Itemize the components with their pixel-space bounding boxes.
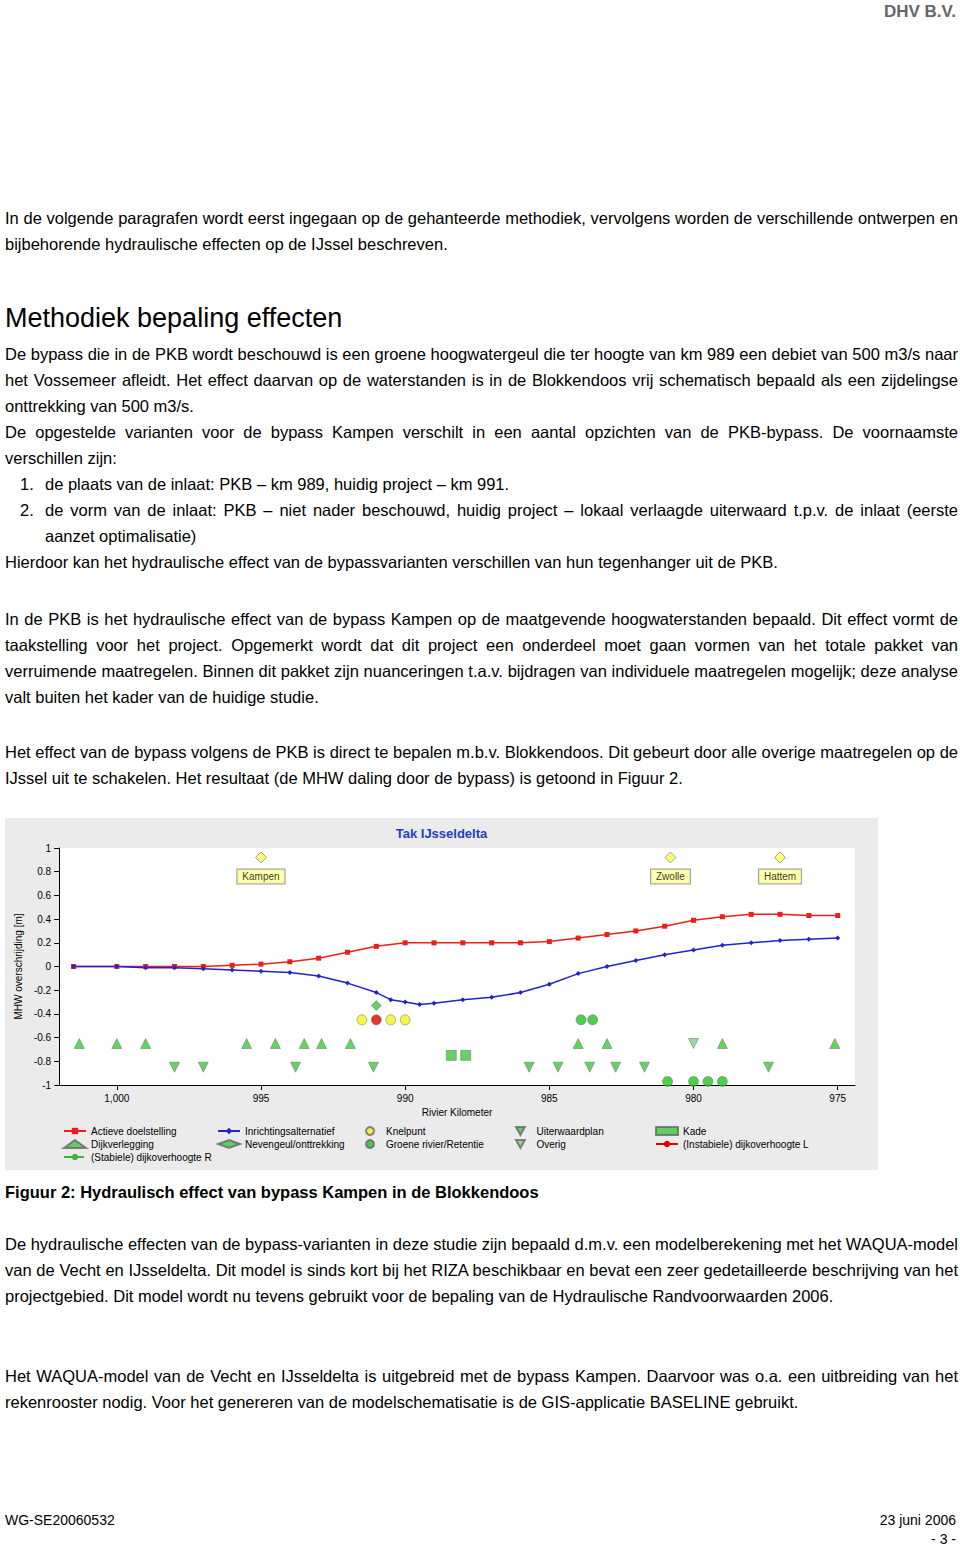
html-text:2.: 2.: [20, 501, 34, 519]
svg-text:Actieve doelstelling: Actieve doelstelling: [91, 1126, 177, 1137]
svg-text:0.6: 0.6: [37, 890, 51, 901]
svg-text:Inrichtingsalternatief: Inrichtingsalternatief: [245, 1126, 335, 1137]
svg-text:Overig: Overig: [536, 1139, 565, 1150]
svg-text:Kampen: Kampen: [242, 871, 279, 882]
svg-text:Groene rivier/Retentie: Groene rivier/Retentie: [386, 1139, 484, 1150]
svg-text:Uiterwaardplan: Uiterwaardplan: [536, 1126, 603, 1137]
html-text:Hierdoor kan het hydraulische: Hierdoor kan het hydraulische effect van…: [5, 553, 778, 571]
html-text:1.: 1.: [20, 475, 34, 493]
html-text:De hydraulische effecten van d: De hydraulische effecten van de bypass-v…: [5, 1235, 958, 1305]
svg-text:0: 0: [46, 961, 52, 972]
svg-text:1,000: 1,000: [104, 1093, 129, 1104]
svg-text:985: 985: [541, 1093, 558, 1104]
svg-text:Hattem: Hattem: [764, 871, 796, 882]
svg-text:0.8: 0.8: [37, 866, 51, 877]
svg-text:-0.8: -0.8: [34, 1056, 52, 1067]
svg-text:1: 1: [46, 843, 52, 854]
svg-text:Rivier Kilometer: Rivier Kilometer: [422, 1107, 493, 1118]
svg-text:(Stabiele) dijkoverhoogte R: (Stabiele) dijkoverhoogte R: [91, 1152, 212, 1163]
svg-text:995: 995: [253, 1093, 270, 1104]
html-text:de vorm van de inlaat: PKB – n: de vorm van de inlaat: PKB – niet nader …: [45, 501, 958, 545]
html-text:- 3 -: - 3 -: [931, 1531, 956, 1547]
html-text:23 juni 2006: 23 juni 2006: [879, 1512, 956, 1528]
html-text:Het effect van de bypass volge: Het effect van de bypass volgens de PKB …: [5, 743, 958, 787]
svg-text:Knelpunt: Knelpunt: [386, 1126, 426, 1137]
html-text:In de PKB is het hydraulische: In de PKB is het hydraulische effect van…: [5, 610, 958, 706]
svg-text:990: 990: [397, 1093, 414, 1104]
html-text:De opgestelde varianten voor d: De opgestelde varianten voor de bypass K…: [5, 423, 958, 467]
svg-text:Nevengeul/onttrekking: Nevengeul/onttrekking: [245, 1139, 345, 1150]
html-text:Het WAQUA-model van de Vecht e: Het WAQUA-model van de Vecht en IJsselde…: [5, 1367, 958, 1411]
svg-text:-0.2: -0.2: [34, 985, 52, 996]
html-text:In de volgende paragrafen word: In de volgende paragrafen wordt eerst in…: [5, 209, 958, 253]
svg-text:Dijkverlegging: Dijkverlegging: [91, 1139, 154, 1150]
svg-text:(Instabiele) dijkoverhoogte L: (Instabiele) dijkoverhoogte L: [683, 1139, 809, 1150]
svg-text:975: 975: [829, 1093, 846, 1104]
svg-text:-0.4: -0.4: [34, 1008, 52, 1019]
svg-text:980: 980: [685, 1093, 702, 1104]
svg-text:MHW overschrijding [m]: MHW overschrijding [m]: [13, 913, 24, 1019]
svg-text:Zwolle: Zwolle: [656, 871, 685, 882]
svg-text:Kade: Kade: [683, 1126, 707, 1137]
html-text:WG-SE20060532: WG-SE20060532: [5, 1512, 115, 1528]
html-text:Figuur 2: Hydraulisch effect v: Figuur 2: Hydraulisch effect van bypass …: [5, 1183, 539, 1201]
svg-text:-1: -1: [42, 1080, 51, 1091]
html-text:DHV B.V.: DHV B.V.: [883, 2, 956, 21]
svg-text:0.2: 0.2: [37, 937, 51, 948]
html-text:de plaats van de inlaat: PKB –: de plaats van de inlaat: PKB – km 989, h…: [45, 475, 510, 493]
svg-text:Tak IJsseldelta: Tak IJsseldelta: [396, 826, 488, 841]
html-text:De bypass die in de PKB wordt: De bypass die in de PKB wordt beschouwd …: [5, 345, 958, 415]
svg-text:-0.6: -0.6: [34, 1032, 52, 1043]
html-text:Methodiek bepaling effecten: Methodiek bepaling effecten: [5, 303, 343, 333]
svg-text:0.4: 0.4: [37, 914, 51, 925]
